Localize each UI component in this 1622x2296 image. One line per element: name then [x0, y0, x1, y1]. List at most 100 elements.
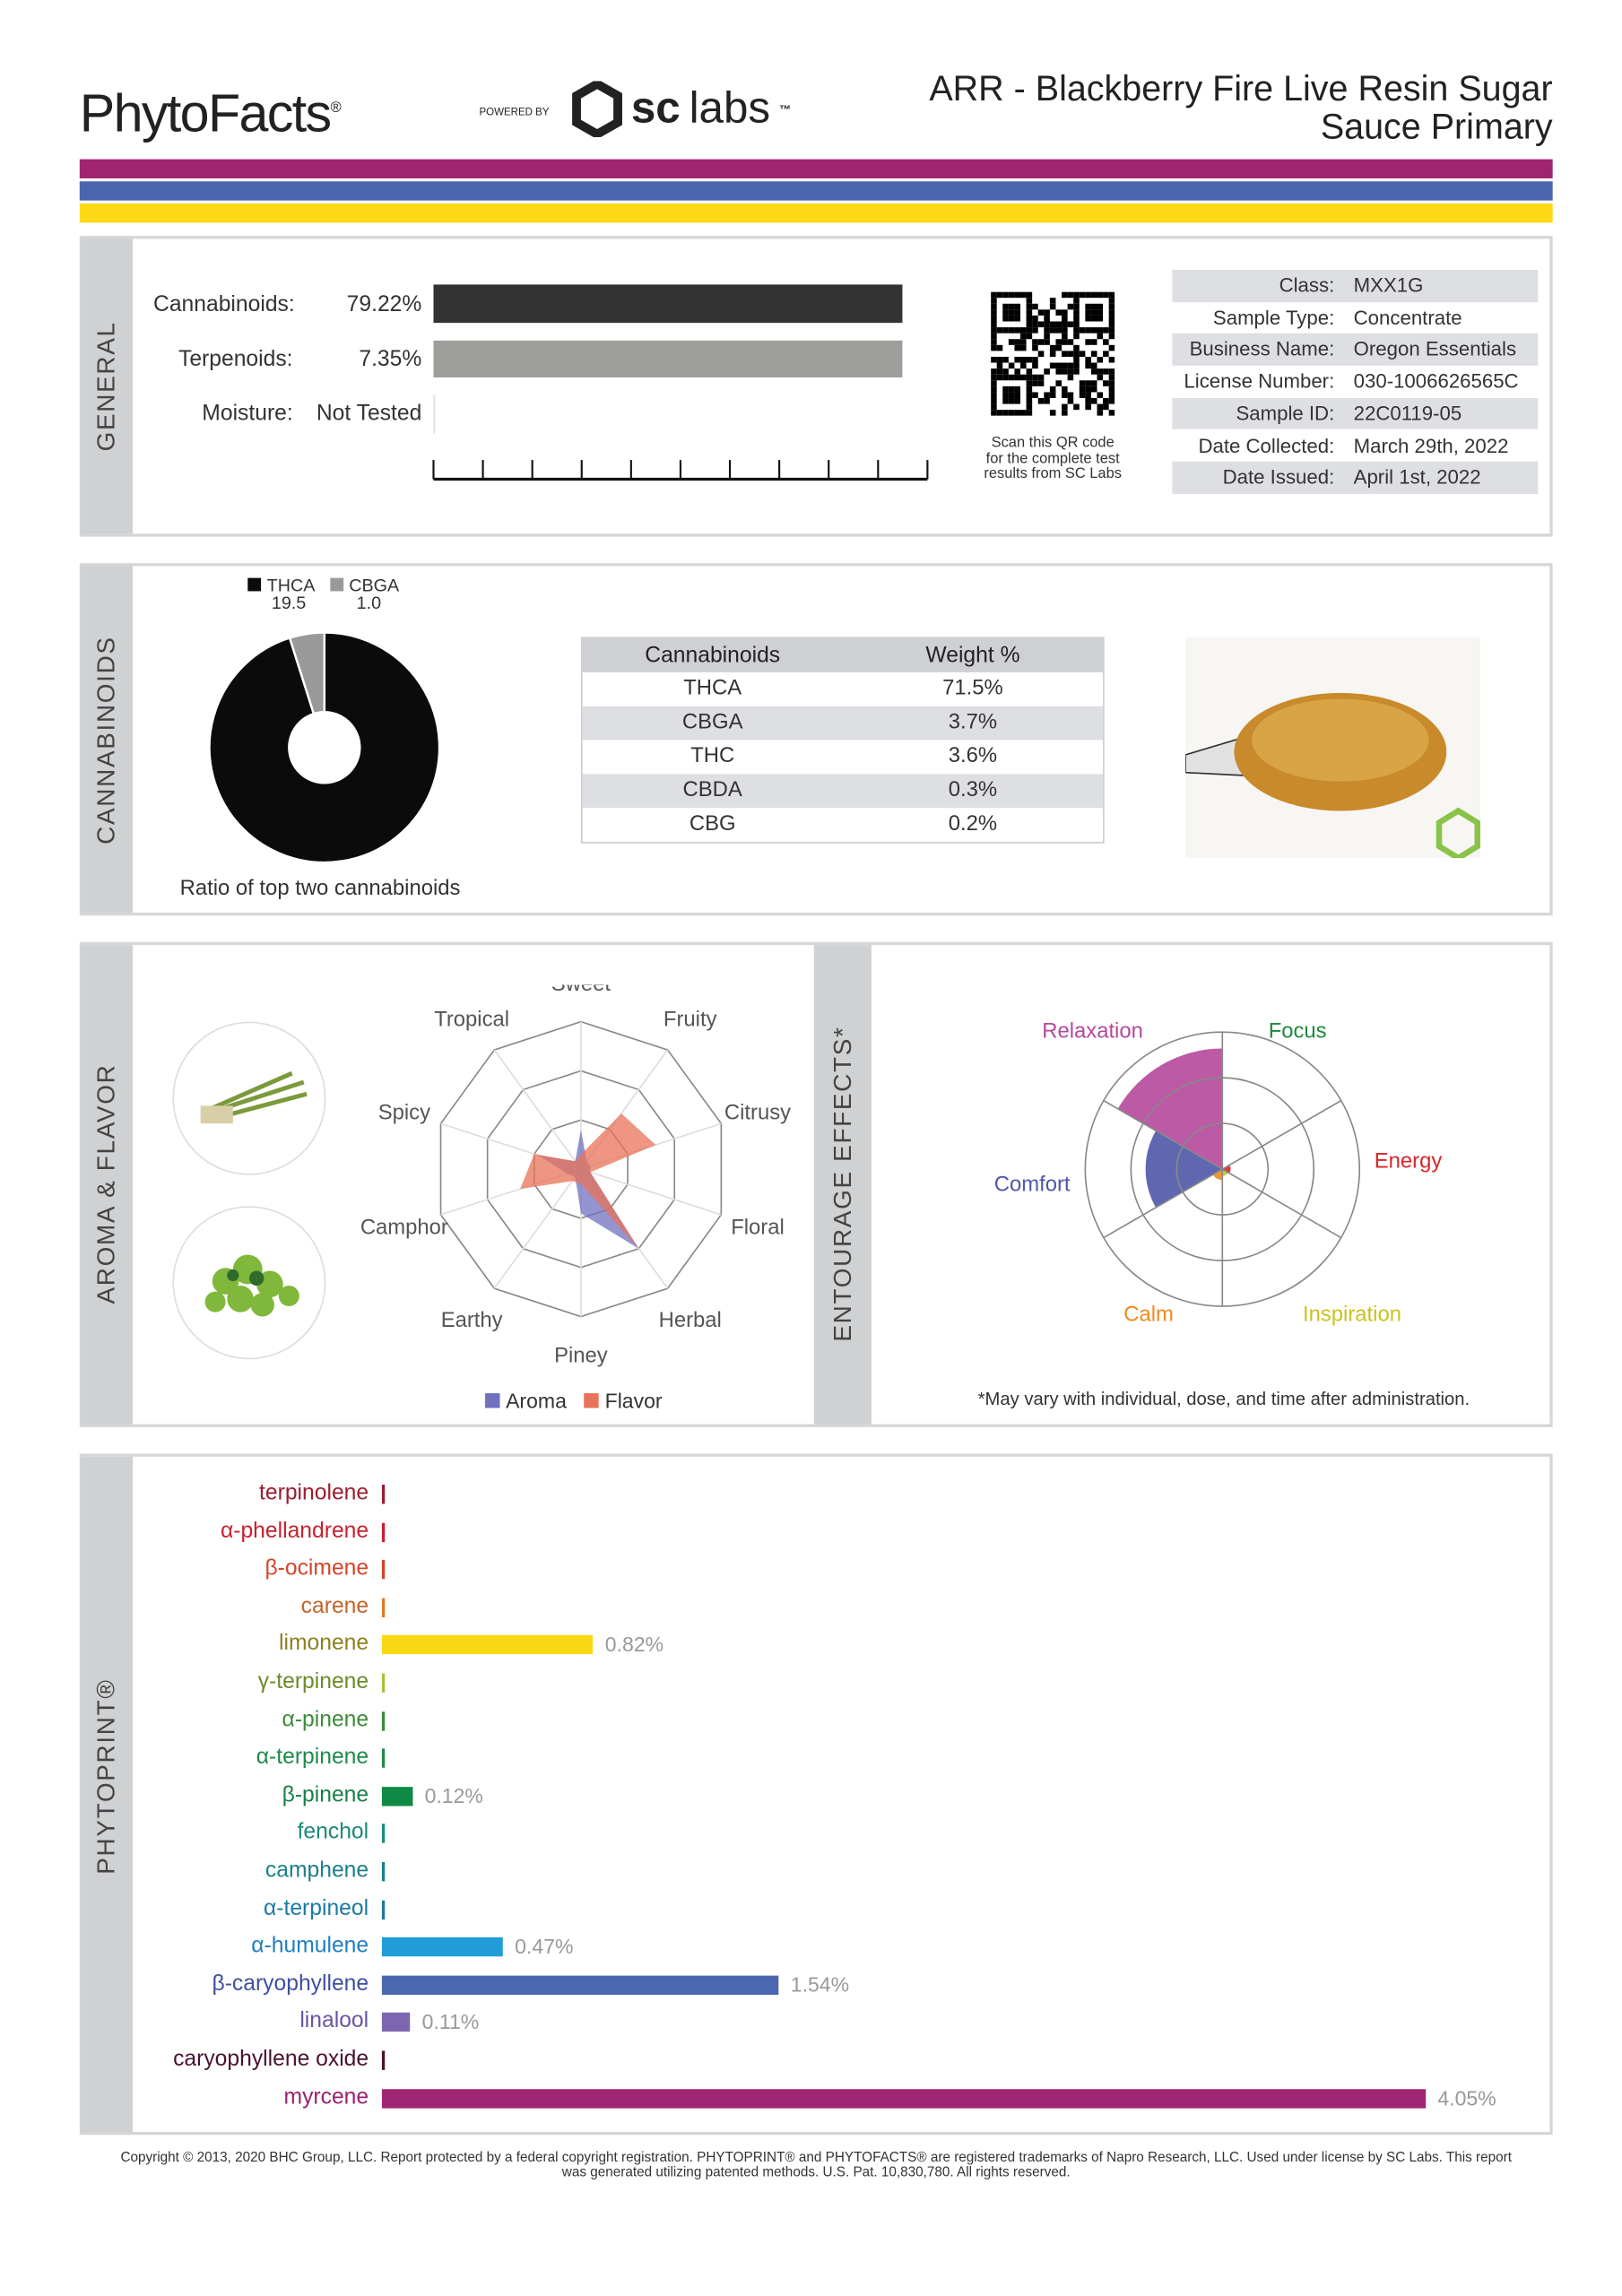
qr-caption-line: for the complete test: [985, 450, 1120, 467]
qr-module: [1079, 380, 1086, 386]
qr-module: [1008, 339, 1015, 345]
qr-module: [1073, 344, 1080, 351]
qr-module: [1062, 309, 1068, 316]
phytofacts-logo: PhytoFacts®: [80, 82, 342, 144]
cannabinoids-label: Cannabinoids:: [153, 291, 295, 317]
qr-module: [1067, 368, 1074, 375]
cannabinoid-weight: 3.6%: [948, 744, 998, 768]
qr-module: [1062, 386, 1068, 393]
terpene-label: terpinolene: [259, 1480, 369, 1506]
polar-label: Relaxation: [1042, 1019, 1143, 1044]
legend-thca: THCA 19.5: [247, 576, 315, 611]
cannabinoid-name: CBDA: [682, 778, 742, 802]
qr-module: [996, 291, 1003, 299]
terpene-bar: [381, 1975, 779, 1995]
info-value: 22C0119-05: [1353, 402, 1462, 425]
section-label-entourage: ENTOURAGE EFFECTS*: [828, 1026, 857, 1342]
qr-module: [1002, 309, 1009, 316]
qr-module: [1055, 327, 1063, 334]
info-value: Oregon Essentials: [1353, 338, 1517, 360]
qr-module: [1085, 339, 1091, 345]
qr-module: [1032, 315, 1038, 322]
radar-spoke: [493, 1168, 582, 1289]
qr-module: [1073, 368, 1080, 375]
qr-module: [1044, 339, 1050, 345]
qr-module: [1108, 291, 1115, 299]
qr-module: [1019, 291, 1027, 299]
entourage-polar-chart: Relaxation Focus Energy Inspiration Calm Comf…: [994, 1019, 1443, 1327]
radar-axis-label: Citrusy: [724, 1100, 791, 1124]
qr-module: [1032, 374, 1038, 381]
qr-module: [1002, 303, 1009, 310]
terpene-bar: [381, 1635, 594, 1655]
qr-module: [991, 344, 997, 351]
qr-module: [1108, 333, 1115, 340]
qr-module: [1097, 327, 1104, 334]
qr-module: [1002, 327, 1009, 334]
qr-module: [1090, 351, 1097, 357]
qr-module: [1014, 374, 1020, 381]
terpene-bar: [381, 1937, 504, 1957]
terpene-label: α-terpinene: [256, 1744, 369, 1770]
qr-module: [1044, 392, 1050, 399]
qr-module: [1014, 303, 1020, 310]
qr-module: [1037, 351, 1045, 357]
qr-module: [1014, 368, 1020, 375]
entourage-side: ENTOURAGE EFFECTS*: [813, 945, 872, 1425]
qr-module: [991, 403, 997, 411]
qr-module: [1085, 362, 1091, 369]
qr-module: [1108, 392, 1115, 399]
polar-label: Focus: [1269, 1019, 1327, 1044]
cannabinoid-name: THCA: [683, 676, 742, 701]
polar-sector-comfort: [1145, 1131, 1223, 1208]
info-row: Sample Type: Concentrate: [1172, 302, 1538, 334]
terpene-label: β-ocimene: [265, 1555, 369, 1581]
qr-module: [1067, 303, 1074, 310]
qr-module: [1049, 386, 1056, 393]
qr-module: [1097, 392, 1104, 399]
donut-legend: THCA 19.5 CBGA 1.0: [247, 576, 399, 611]
qr-module: [1019, 339, 1027, 345]
qr-module: [1002, 386, 1009, 393]
qr-module: [1037, 339, 1045, 345]
qr-module: [1044, 368, 1050, 375]
qr-module: [1090, 386, 1097, 393]
qr-module: [1090, 327, 1097, 334]
qr-module: [1062, 333, 1068, 340]
qr-code[interactable]: [991, 291, 1115, 416]
qr-module: [991, 380, 997, 386]
qr-module: [1008, 327, 1015, 334]
qr-module: [1103, 380, 1109, 386]
qr-module: [1090, 315, 1097, 322]
polar-label: Comfort: [994, 1173, 1071, 1197]
qr-module: [1073, 403, 1080, 411]
qr-module: [1008, 386, 1015, 393]
qr-module: [1014, 410, 1020, 416]
qr-module: [1008, 374, 1015, 381]
qr-module: [1062, 410, 1068, 416]
terpenoids-label: Terpenoids:: [178, 346, 293, 372]
qr-module: [1002, 398, 1009, 404]
product-title: ARR - Blackberry Fire Live Resin Sugar S…: [929, 70, 1552, 148]
qr-module: [991, 392, 997, 399]
qr-module: [1032, 344, 1038, 351]
qr-module: [1049, 321, 1056, 328]
polar-label: Calm: [1123, 1302, 1174, 1326]
qr-module: [1073, 333, 1080, 340]
terpene-value: 0.12%: [424, 1783, 483, 1807]
qr-module: [1026, 386, 1033, 393]
polar-label: Energy: [1375, 1148, 1443, 1173]
qr-module: [1026, 368, 1033, 375]
qr-module: [1008, 398, 1015, 404]
qr-module: [1073, 362, 1080, 369]
polar-sector-relaxation: [1117, 1048, 1223, 1170]
info-key: Class:: [1279, 273, 1335, 297]
terpene-label: α-humulene: [251, 1933, 369, 1959]
qr-module: [1103, 398, 1109, 404]
qr-module: [1008, 315, 1015, 322]
qr-module: [991, 386, 997, 393]
qr-module: [996, 362, 1003, 369]
qr-module: [1055, 339, 1063, 345]
qr-module: [1008, 303, 1015, 310]
